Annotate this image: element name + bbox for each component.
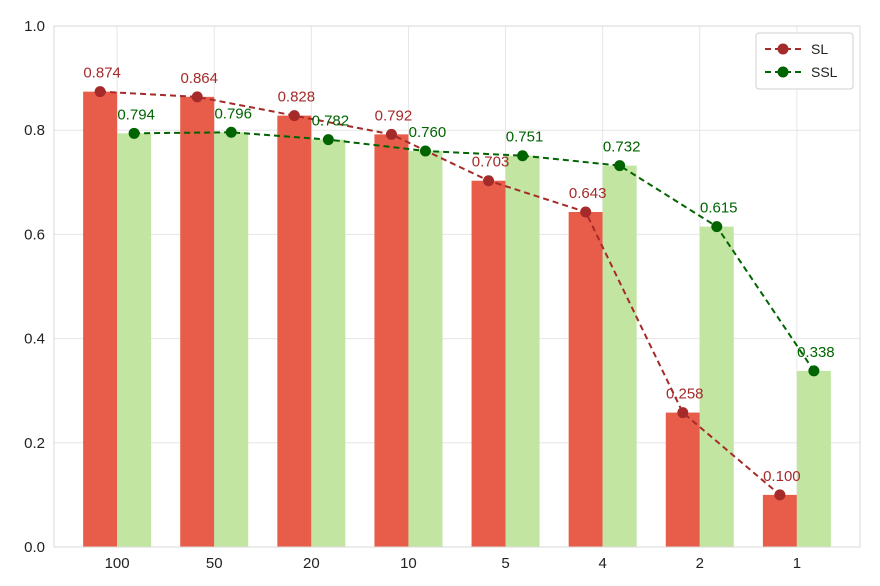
- y-tick-label: 0.0: [24, 539, 45, 556]
- point-sl: [94, 86, 106, 98]
- bar-sl: [374, 134, 409, 548]
- bar-sl: [83, 91, 118, 548]
- bar-sl: [180, 96, 215, 547]
- data-label-sl: 0.828: [278, 89, 316, 106]
- x-tick-label: 20: [303, 555, 320, 572]
- bar-ssl: [214, 132, 249, 547]
- y-tick-label: 0.6: [24, 226, 45, 243]
- point-ssl: [517, 150, 529, 162]
- series-line-sl: [100, 90, 781, 496]
- data-label-ssl: 0.796: [214, 105, 252, 122]
- data-label-sl: 0.703: [472, 154, 510, 171]
- bar-ssl: [505, 155, 540, 547]
- point-ssl: [322, 134, 334, 146]
- data-label-ssl: 0.782: [312, 113, 350, 130]
- bar-ssl: [602, 165, 637, 548]
- data-label-ssl: 0.794: [117, 106, 155, 123]
- data-label-ssl: 0.615: [700, 200, 738, 217]
- point-sl: [483, 175, 495, 187]
- y-tick-label: 1.0: [24, 18, 45, 35]
- point-sl: [677, 407, 689, 419]
- y-tick-label: 0.4: [24, 331, 45, 348]
- point-ssl: [808, 365, 820, 377]
- x-tick-label: 5: [501, 555, 509, 572]
- label-layer: 0.874 0.864 0.828 0.792 0.703 0.643 0.258 0.100…: [83, 65, 834, 485]
- data-label-sl: 0.100: [763, 468, 801, 485]
- data-label-sl: 0.643: [569, 185, 607, 202]
- point-ssl: [711, 221, 723, 233]
- data-label-sl: 0.258: [666, 386, 704, 403]
- x-tick-label: 100: [105, 555, 130, 572]
- legend-marker-ssl: [777, 66, 789, 78]
- series-line-ssl: [134, 131, 815, 372]
- bar-ssl: [311, 139, 346, 547]
- x-tick-label: 50: [206, 555, 223, 572]
- legend-box: [755, 32, 854, 90]
- axis-layer: 0.0 0.2 0.4 0.6 0.8 1.0 100 50 20 10 5 4 2 1: [24, 18, 861, 572]
- bar-ssl: [699, 226, 734, 547]
- point-ssl: [614, 160, 626, 172]
- x-tick-label: 1: [793, 555, 801, 572]
- data-label-ssl: 0.751: [506, 129, 544, 146]
- point-sl: [774, 489, 786, 501]
- bar-ssl: [408, 151, 443, 548]
- bar-sl: [665, 412, 700, 547]
- bar-ssl: [117, 133, 152, 548]
- legend-label-ssl: SSL: [811, 64, 838, 80]
- plot-frame: [53, 25, 861, 548]
- point-sl: [288, 110, 300, 122]
- y-tick-label: 0.2: [24, 435, 45, 452]
- legend: SL SSL: [755, 32, 854, 90]
- x-tick-label: 2: [696, 555, 704, 572]
- bar-sl: [471, 180, 506, 547]
- grid-layer: [54, 25, 860, 548]
- point-ssl: [225, 126, 237, 138]
- data-label-ssl: 0.338: [797, 344, 835, 361]
- data-label-sl: 0.792: [375, 107, 413, 124]
- bar-ssl: [796, 370, 831, 547]
- data-label-ssl: 0.732: [603, 139, 641, 156]
- point-sl: [580, 206, 592, 218]
- point-ssl: [419, 145, 431, 157]
- legend-label-sl: SL: [811, 41, 828, 57]
- x-tick-label: 4: [598, 555, 606, 572]
- bar-sl: [277, 115, 312, 547]
- bar-sl: [568, 211, 603, 547]
- x-tick-label: 10: [400, 555, 417, 572]
- data-label-sl: 0.864: [180, 70, 218, 87]
- legend-marker-sl: [777, 43, 789, 55]
- bar-sl: [762, 494, 797, 547]
- point-sl: [385, 128, 397, 140]
- y-tick-label: 0.8: [24, 122, 45, 139]
- point-ssl: [128, 127, 140, 139]
- data-label-ssl: 0.760: [409, 124, 447, 141]
- data-label-sl: 0.874: [83, 65, 121, 82]
- bar-layer: [83, 91, 831, 548]
- point-sl: [191, 91, 203, 103]
- line-layer: [94, 86, 820, 501]
